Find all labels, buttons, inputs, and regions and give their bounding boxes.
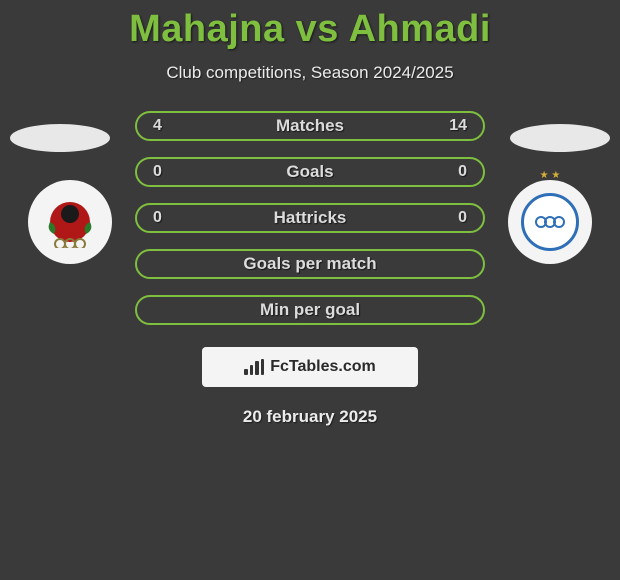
stat-right-value: 0 (443, 163, 467, 181)
team-badge-left (20, 180, 120, 264)
team-crest-right-icon (521, 193, 579, 251)
stat-left-value: 4 (153, 117, 177, 135)
stat-row-matches: 4 Matches 14 (135, 111, 485, 141)
stat-row-hattricks: 0 Hattricks 0 (135, 203, 485, 233)
page-subtitle: Club competitions, Season 2024/2025 (166, 63, 453, 83)
stat-row-goals: 0 Goals 0 (135, 157, 485, 187)
team-badge-right: ★ ★ (500, 180, 600, 264)
stat-left-value: 0 (153, 209, 177, 227)
stat-right-value: 0 (443, 209, 467, 227)
stat-right-value: 14 (443, 117, 467, 135)
stat-label: Min per goal (260, 300, 360, 320)
stat-label: Goals per match (243, 254, 376, 274)
nav-ellipse-right (510, 124, 610, 152)
team-crest-left-icon (44, 196, 96, 248)
stat-label: Matches (276, 116, 344, 136)
stat-label: Hattricks (274, 208, 347, 228)
stat-row-goals-per-match: Goals per match (135, 249, 485, 279)
stat-label: Goals (286, 162, 333, 182)
stat-row-min-per-goal: Min per goal (135, 295, 485, 325)
brand-label: FcTables.com (270, 358, 376, 376)
brand-link[interactable]: FcTables.com (202, 347, 418, 387)
date-label: 20 february 2025 (243, 407, 377, 427)
stat-left-value: 0 (153, 163, 177, 181)
bar-chart-icon (244, 359, 264, 375)
star-icon: ★ ★ (540, 170, 561, 181)
page-title: Mahajna vs Ahmadi (129, 8, 491, 51)
nav-ellipse-left (10, 124, 110, 152)
